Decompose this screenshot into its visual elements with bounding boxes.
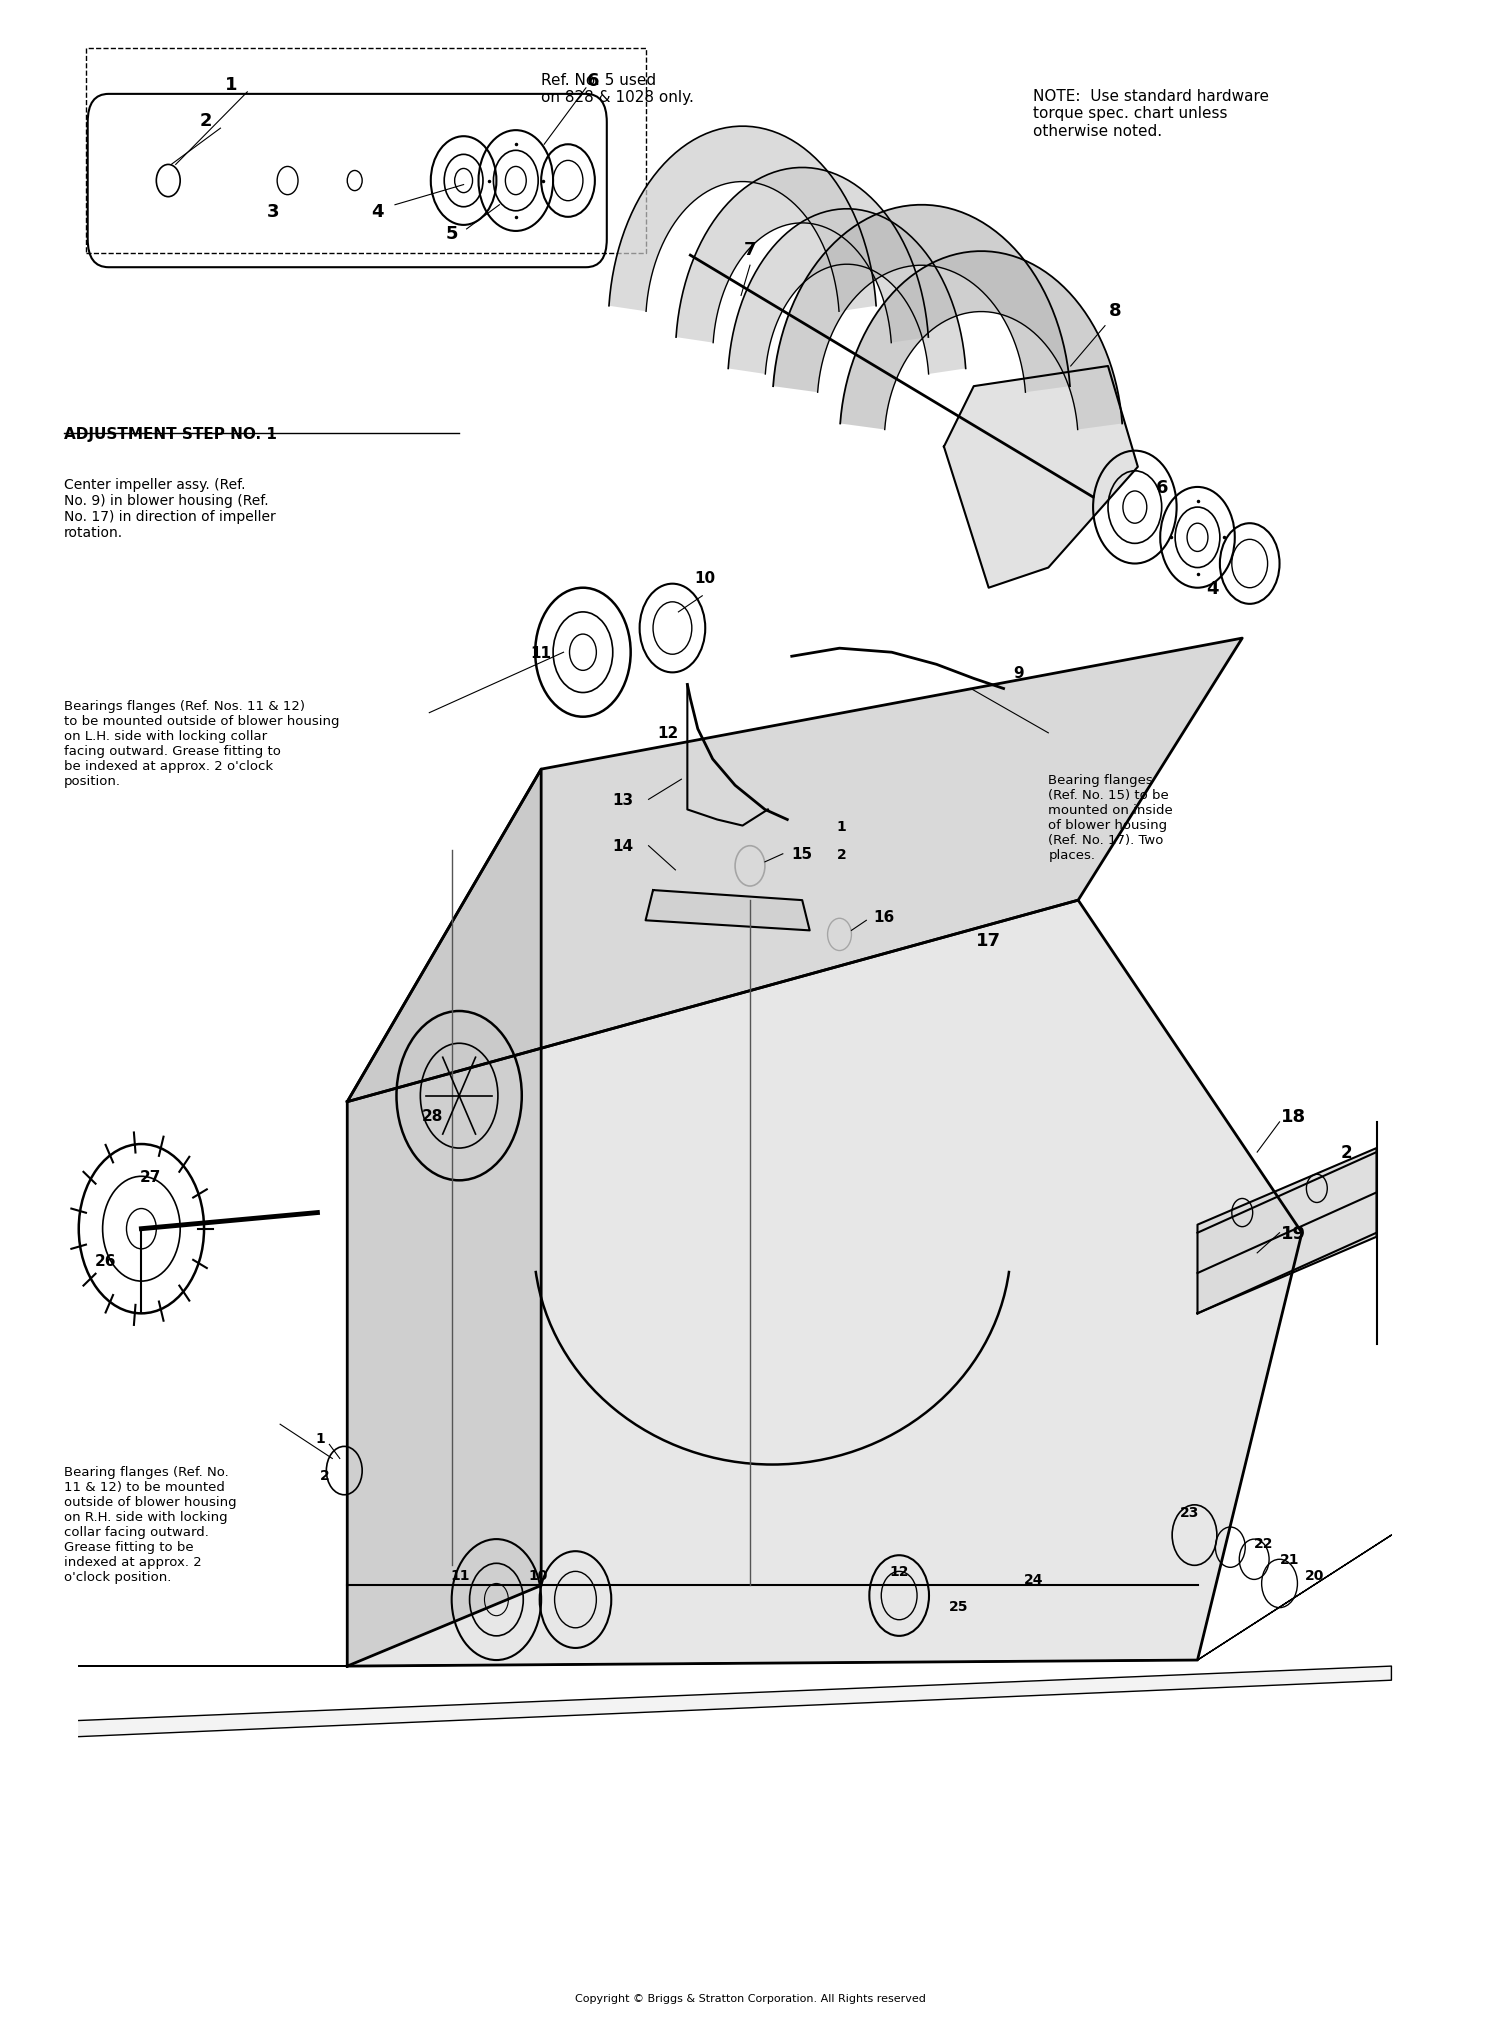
Text: 24: 24 [1023,1572,1042,1586]
Text: 2: 2 [200,111,211,129]
Text: 22: 22 [1254,1535,1274,1550]
Text: 7: 7 [744,241,756,259]
Text: 6: 6 [586,71,600,89]
Text: 9: 9 [1013,666,1025,680]
Text: ADJUSTMENT STEP NO. 1: ADJUSTMENT STEP NO. 1 [64,427,276,443]
Text: 2: 2 [837,848,846,862]
Text: 6: 6 [1155,479,1168,498]
Text: 20: 20 [1305,1568,1324,1582]
Polygon shape [346,900,1302,1667]
Text: 12: 12 [657,726,678,740]
Text: 28: 28 [422,1109,442,1123]
Polygon shape [609,127,876,312]
Text: 3: 3 [267,202,279,221]
Text: 21: 21 [1280,1552,1299,1566]
Text: 1: 1 [315,1432,326,1446]
Text: 8: 8 [1108,301,1122,320]
Polygon shape [676,168,928,344]
Text: 27: 27 [140,1169,160,1183]
Text: 19: 19 [1281,1224,1306,1242]
Text: Center impeller assy. (Ref.
No. 9) in blower housing (Ref.
No. 17) in direction : Center impeller assy. (Ref. No. 9) in bl… [64,477,276,540]
FancyBboxPatch shape [87,95,608,269]
Text: 25: 25 [950,1598,969,1612]
Text: 1: 1 [225,75,237,93]
Polygon shape [78,1667,1392,1738]
Text: Bearings flanges (Ref. Nos. 11 & 12)
to be mounted outside of blower housing
on : Bearings flanges (Ref. Nos. 11 & 12) to … [64,700,339,787]
Polygon shape [645,890,810,931]
Text: 10: 10 [694,570,715,587]
Polygon shape [1197,1149,1377,1313]
Text: 23: 23 [1180,1505,1200,1519]
Polygon shape [944,366,1138,589]
Text: Bearing flanges
(Ref. No. 15) to be
mounted on inside
of blower housing
(Ref. No: Bearing flanges (Ref. No. 15) to be moun… [1048,773,1173,862]
Polygon shape [840,253,1122,431]
Text: 26: 26 [94,1254,117,1268]
Bar [86,49,645,255]
Text: Ref. No. 5 used
on 828 & 1028 only.: Ref. No. 5 used on 828 & 1028 only. [542,73,694,105]
Text: 11: 11 [531,645,552,659]
Polygon shape [346,639,1242,1103]
Text: 1: 1 [837,819,846,833]
Text: 2: 2 [1341,1143,1353,1161]
Polygon shape [346,769,542,1667]
Text: NOTE:  Use standard hardware
torque spec. chart unless
otherwise noted.: NOTE: Use standard hardware torque spec.… [1034,89,1269,138]
Polygon shape [728,210,966,374]
Text: 12: 12 [890,1564,909,1578]
Polygon shape [772,206,1070,392]
Text: 4: 4 [1206,579,1218,597]
Text: 2: 2 [320,1469,330,1483]
Text: 4: 4 [370,202,384,221]
Text: 5: 5 [446,225,458,243]
Text: Bearing flanges (Ref. No.
11 & 12) to be mounted
outside of blower housing
on R.: Bearing flanges (Ref. No. 11 & 12) to be… [64,1465,237,1582]
Text: 17: 17 [976,933,1000,951]
Text: 15: 15 [792,848,813,862]
Text: Copyright © Briggs & Stratton Corporation. All Rights reserved: Copyright © Briggs & Stratton Corporatio… [574,1993,926,2003]
Text: 18: 18 [1281,1107,1306,1125]
Text: 10: 10 [528,1568,548,1582]
Text: 11: 11 [452,1568,471,1582]
Text: 16: 16 [873,908,895,925]
Text: 14: 14 [612,840,634,854]
Text: 13: 13 [612,793,634,807]
